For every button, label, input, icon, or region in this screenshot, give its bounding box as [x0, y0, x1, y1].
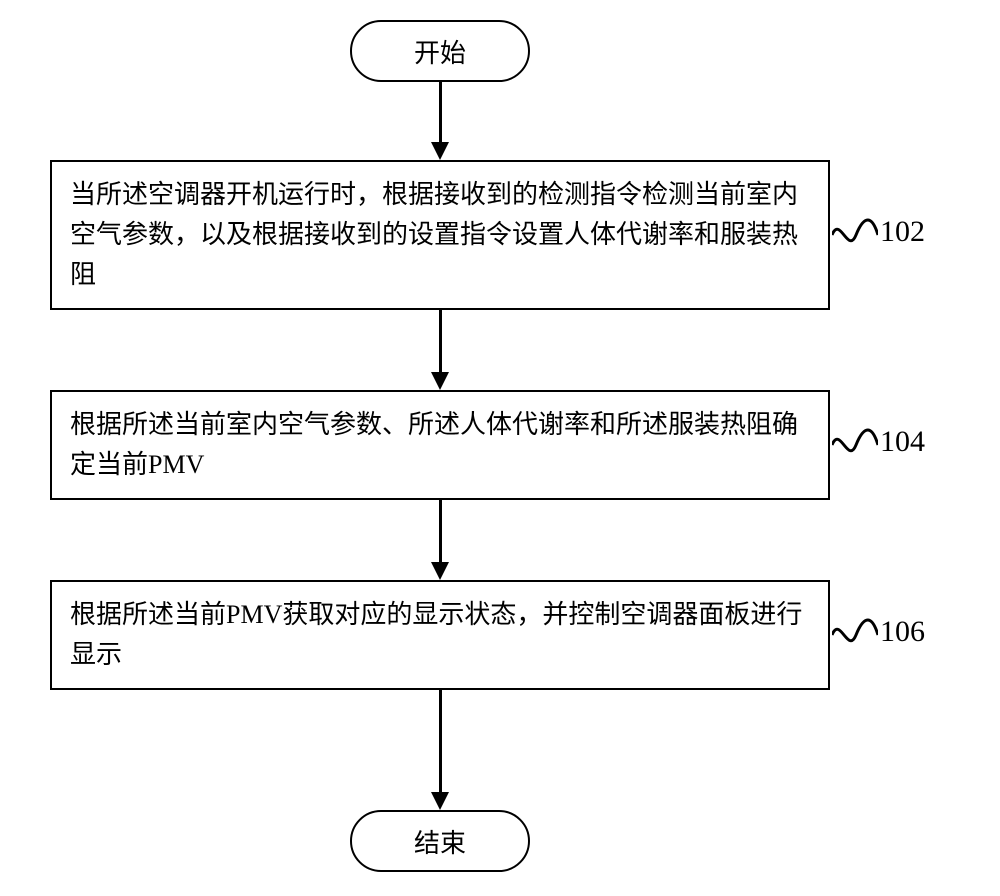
terminal-end: 结束 [350, 810, 530, 872]
terminal-end-text: 结束 [414, 823, 466, 860]
connector-106 [832, 605, 878, 665]
process-106-text: 根据所述当前PMV获取对应的显示状态，并控制空调器面板进行显示 [70, 595, 810, 676]
process-104: 根据所述当前室内空气参数、所述人体代谢率和所述服装热阻确定当前PMV [50, 390, 830, 500]
arrow-3-head [431, 562, 449, 580]
terminal-start: 开始 [350, 20, 530, 82]
arrow-4 [439, 690, 442, 792]
process-104-text: 根据所述当前室内空气参数、所述人体代谢率和所述服装热阻确定当前PMV [70, 405, 810, 486]
connector-102 [832, 205, 878, 265]
process-106: 根据所述当前PMV获取对应的显示状态，并控制空调器面板进行显示 [50, 580, 830, 690]
arrow-2-head [431, 372, 449, 390]
arrow-3 [439, 500, 442, 562]
connector-104 [832, 415, 878, 475]
arrow-1 [439, 82, 442, 142]
terminal-start-text: 开始 [414, 33, 466, 70]
arrow-4-head [431, 792, 449, 810]
label-102: 102 [880, 215, 925, 249]
process-102-text: 当所述空调器开机运行时，根据接收到的检测指令检测当前室内空气参数，以及根据接收到… [70, 175, 810, 296]
process-102: 当所述空调器开机运行时，根据接收到的检测指令检测当前室内空气参数，以及根据接收到… [50, 160, 830, 310]
arrow-2 [439, 310, 442, 372]
label-106: 106 [880, 615, 925, 649]
label-104: 104 [880, 425, 925, 459]
arrow-1-head [431, 142, 449, 160]
